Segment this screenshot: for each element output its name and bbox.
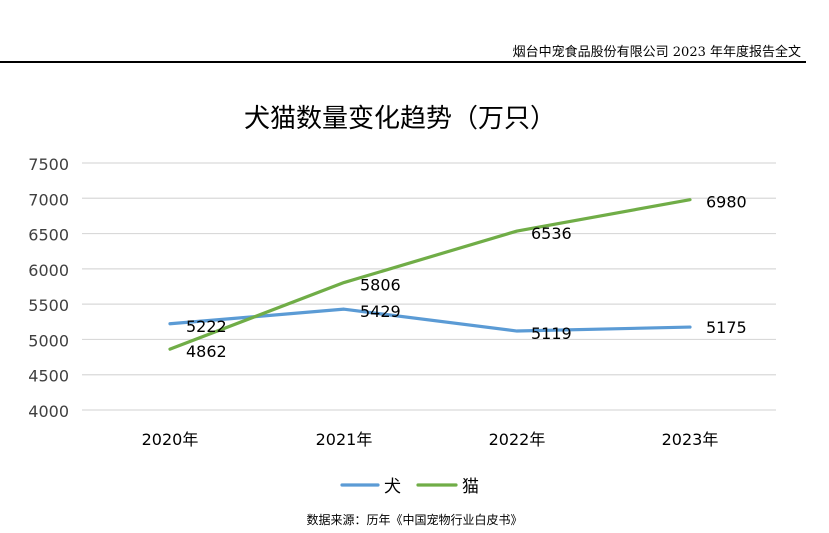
series-line-cat [168, 198, 692, 351]
document-header: 烟台中宠食品股份有限公司 2023 年年度报告全文 [512, 45, 801, 60]
x-tick-label: 2022年 [489, 430, 546, 449]
data-label: 5429 [360, 302, 401, 321]
y-tick-label: 5500 [28, 296, 69, 315]
y-tick-label: 6000 [28, 261, 69, 280]
x-tick-label: 2020年 [142, 430, 199, 449]
data-label: 6536 [531, 224, 572, 243]
header-rule [0, 61, 806, 63]
source-note: 数据来源：历年《中国宠物行业白皮书》 [306, 513, 523, 527]
data-label: 5175 [706, 318, 747, 337]
y-tick-label: 5000 [28, 331, 69, 350]
legend-label: 犬 [384, 477, 401, 497]
y-tick-label: 6500 [28, 226, 69, 245]
data-label: 5806 [360, 276, 401, 295]
y-tick-label: 7500 [28, 155, 69, 174]
y-tick-label: 7000 [28, 190, 69, 209]
data-label: 5222 [186, 317, 227, 336]
data-label: 4862 [186, 342, 227, 361]
data-label: 5119 [531, 324, 572, 343]
y-tick-label: 4000 [28, 402, 69, 421]
chart-title: 犬猫数量变化趋势（万只） [244, 104, 556, 134]
data-label: 6980 [706, 193, 747, 212]
legend-label: 猫 [462, 477, 479, 497]
y-axis-ticks: 4000 4500 5000 5500 6000 6500 7000 7500 [28, 155, 69, 421]
data-labels: 5222 5429 5119 5175 4862 5806 6536 6980 [186, 193, 747, 361]
y-tick-label: 4500 [28, 367, 69, 386]
gridlines [82, 162, 776, 411]
legend: 犬猫 [340, 477, 479, 497]
series-lines [168, 198, 692, 351]
x-tick-label: 2023年 [662, 430, 719, 449]
x-tick-label: 2021年 [316, 430, 373, 449]
x-axis-ticks: 2020年 2021年 2022年 2023年 [142, 430, 719, 449]
